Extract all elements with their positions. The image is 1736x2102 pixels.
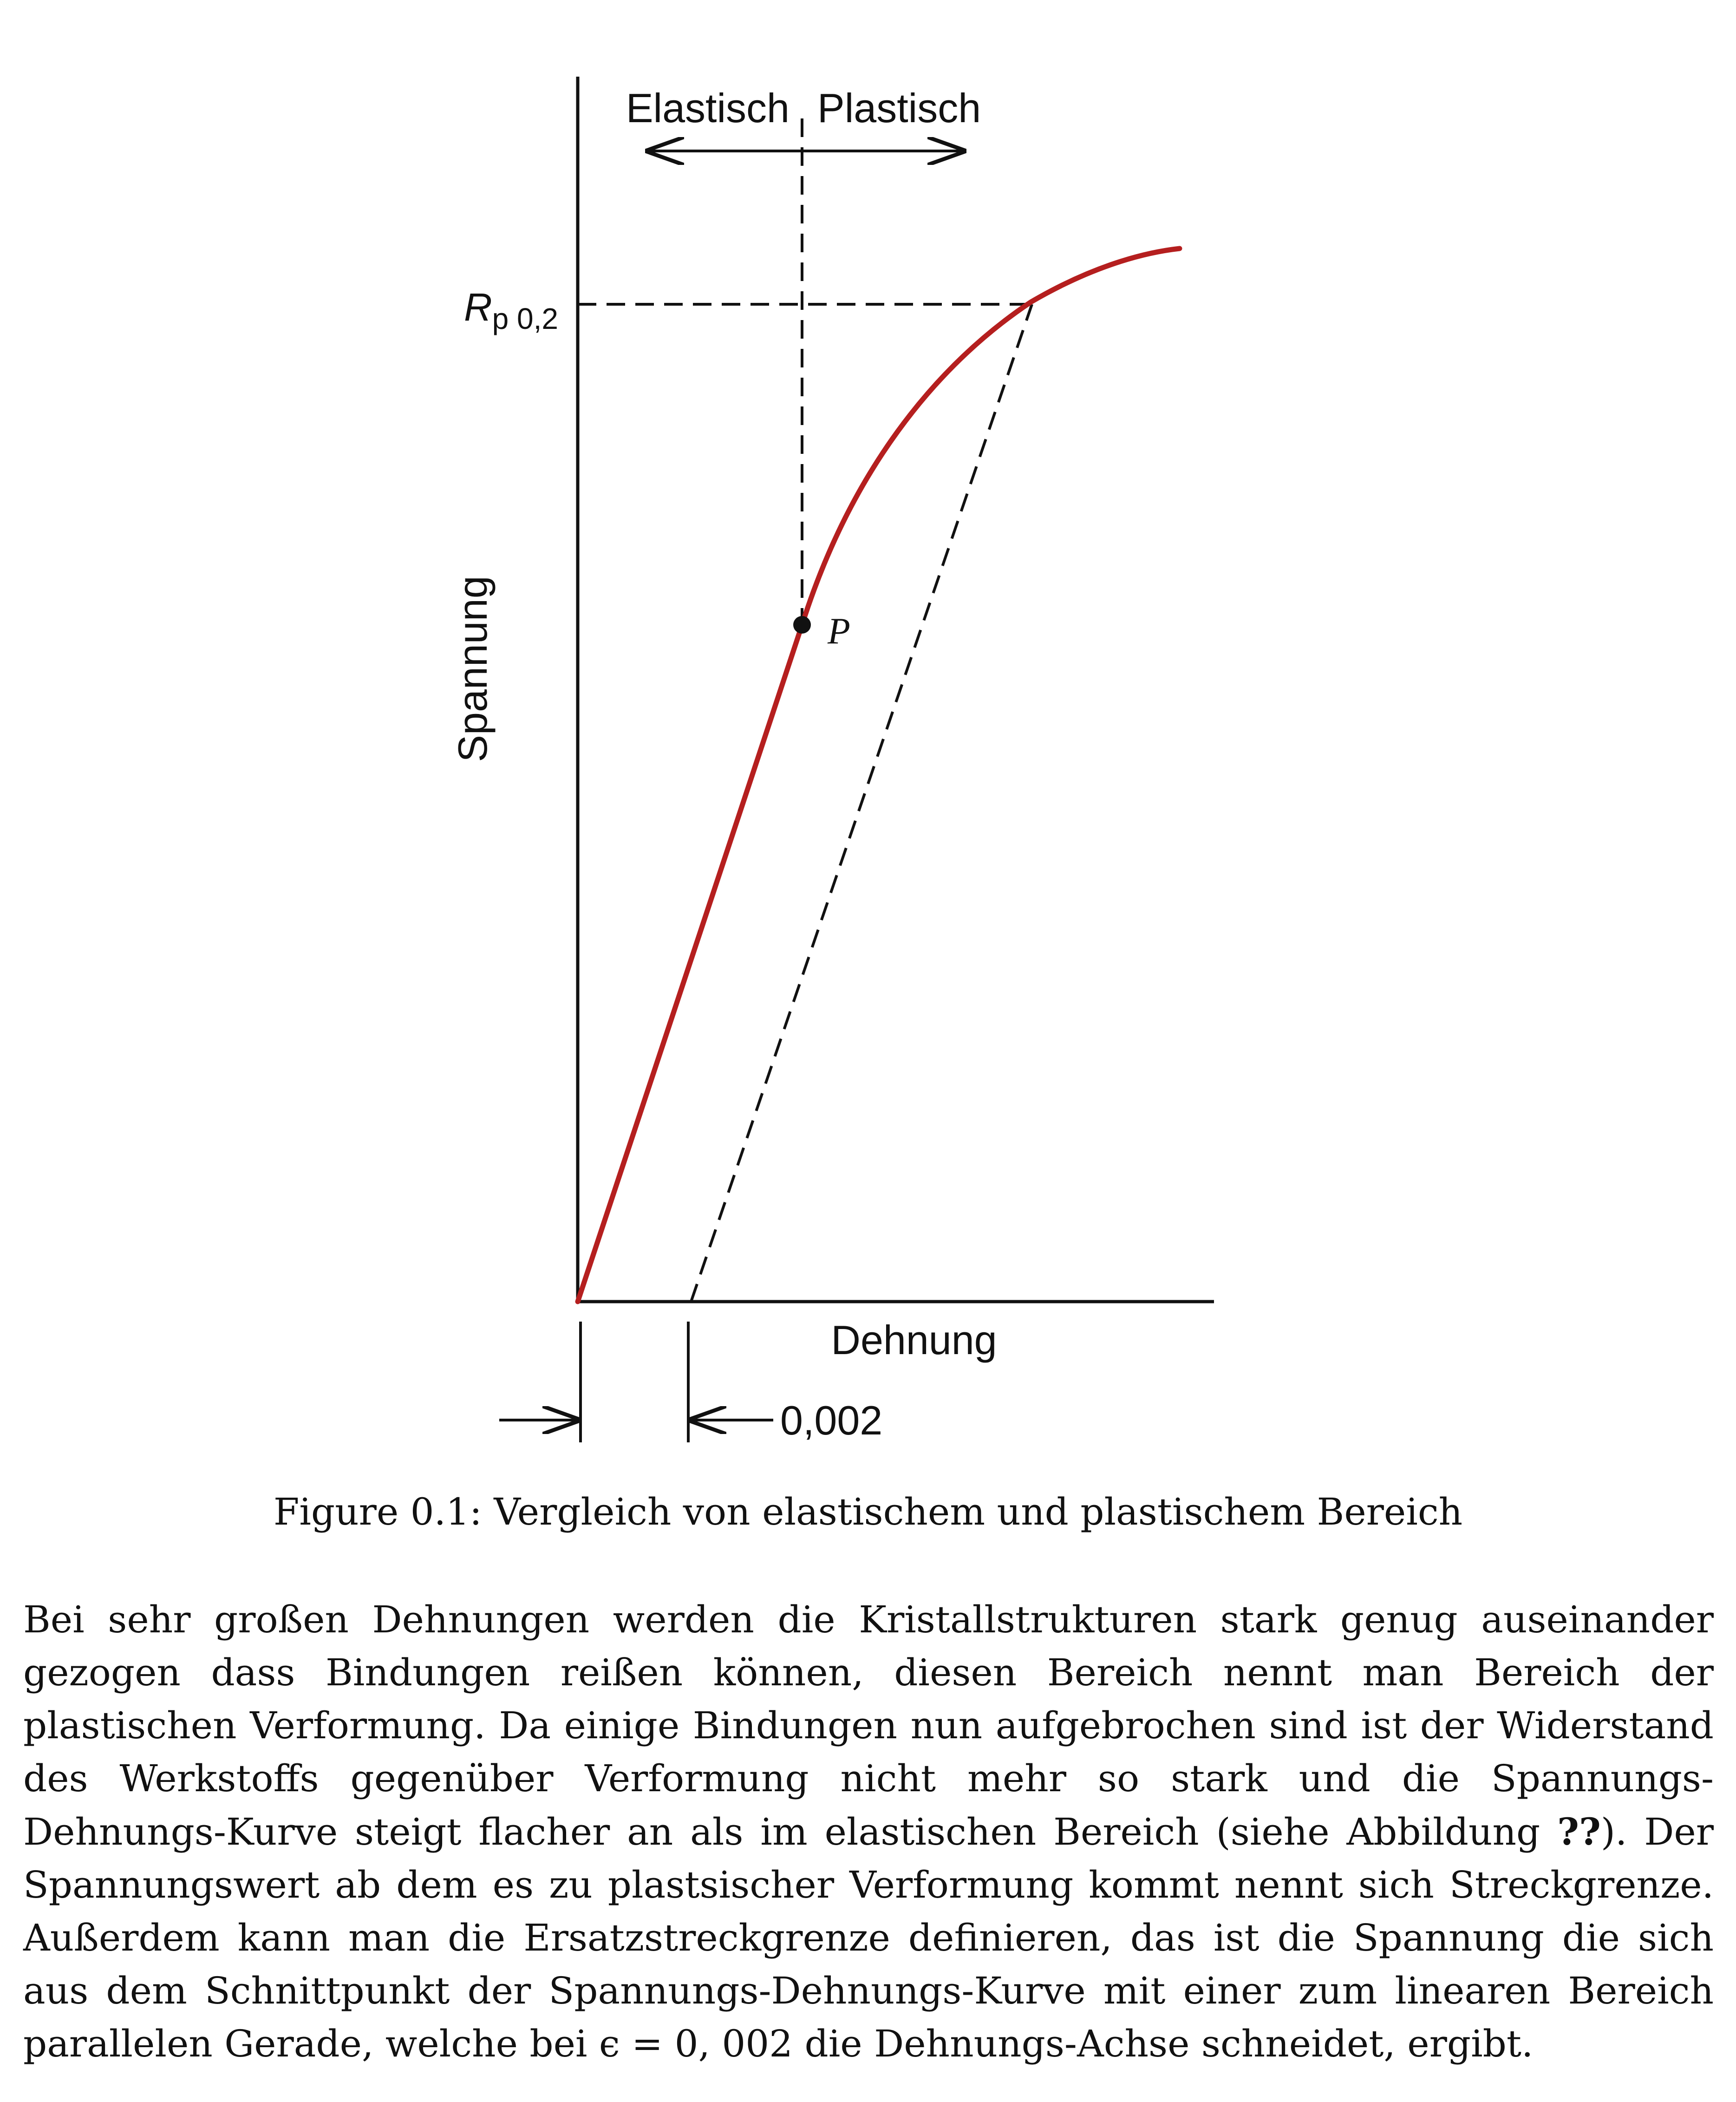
- caption-label: Figure 0.1:: [273, 1490, 482, 1533]
- yield-strength-label: Rp 0,2: [464, 285, 558, 335]
- stress-strain-figure: P Elastisch Plastisch Rp 0,2 Spannung De…: [450, 77, 1214, 1443]
- offset-parallel-line: [690, 304, 1033, 1302]
- paragraph-text-part-1: Bei sehr großen Dehnungen werden die Kri…: [23, 1598, 1714, 1853]
- body-paragraph: Bei sehr großen Dehnungen werden die Kri…: [23, 1593, 1714, 2070]
- yield-strength-subscript: p 0,2: [492, 302, 558, 335]
- offset-strain-label: 0,002: [780, 1397, 882, 1443]
- region-label-plastic: Plastisch: [817, 85, 981, 131]
- proportional-limit-point: [793, 616, 811, 634]
- yield-strength-symbol: R: [464, 285, 492, 329]
- figure-reference[interactable]: ??: [1557, 1810, 1601, 1853]
- region-label-elastic: Elastisch: [626, 85, 790, 131]
- paragraph-text-part-2: ). Der Spannungswert ab dem es zu plasts…: [23, 1810, 1714, 2065]
- y-axis-label: Spannung: [450, 576, 496, 762]
- point-label: P: [827, 611, 850, 652]
- stress-strain-curve: [575, 246, 1182, 1304]
- figure-caption: Figure 0.1: Vergleich von elastischem un…: [0, 1489, 1736, 1535]
- caption-text: Vergleich von elastischem und plastische…: [494, 1490, 1463, 1533]
- x-axis-label: Dehnung: [831, 1317, 997, 1363]
